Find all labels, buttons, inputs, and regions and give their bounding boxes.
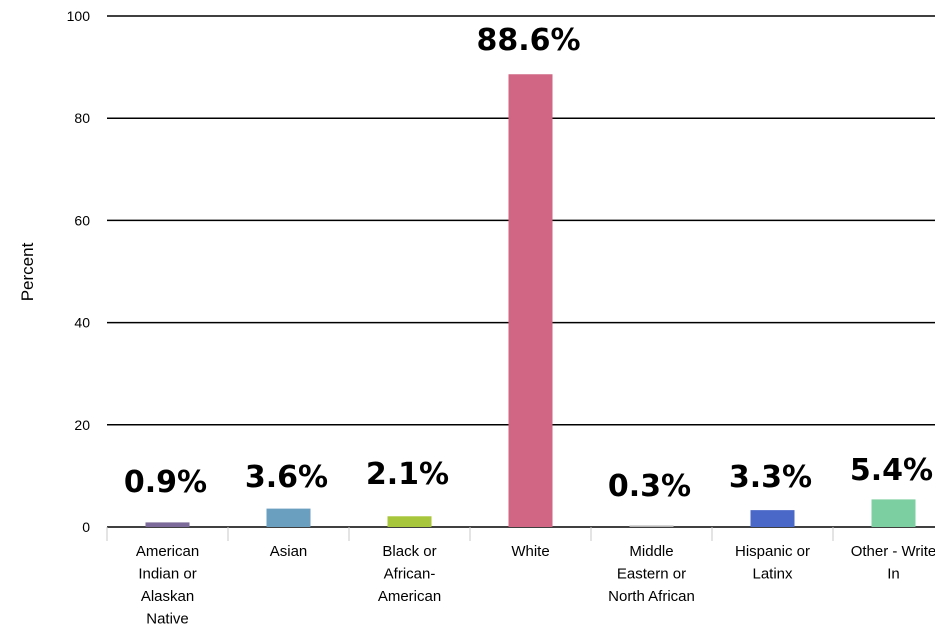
x-axis-labels: American Indian or Alaskan Native Asian Black…	[136, 543, 935, 628]
y-tick-label: 0	[82, 519, 90, 535]
bars	[145, 74, 916, 527]
bar	[145, 522, 190, 527]
bar	[629, 525, 674, 527]
x-tick-label: Other - Write In	[851, 543, 935, 583]
data-label: 3.3%	[729, 460, 812, 495]
x-axis	[106, 526, 935, 541]
data-labels: 0.9% 3.6% 2.1% 88.6% 0.3% 3.3% 5.4%	[124, 23, 933, 504]
bar	[750, 510, 795, 527]
x-tick-label: Hispanic or Latinx	[735, 543, 810, 583]
x-tick-label: Asian	[270, 543, 308, 560]
y-tick-label: 100	[67, 8, 91, 24]
y-tick-label: 20	[74, 417, 90, 433]
bar	[508, 74, 553, 527]
data-label: 88.6%	[476, 23, 580, 58]
x-tick-label: Middle Eastern or North African	[608, 543, 695, 605]
y-tick-label: 60	[74, 212, 90, 228]
data-label: 0.3%	[608, 469, 691, 504]
x-tick-label: American Indian or Alaskan Native	[136, 543, 199, 628]
data-label: 2.1%	[366, 457, 449, 492]
bar	[871, 499, 916, 527]
bar	[266, 508, 311, 527]
bar	[387, 516, 432, 527]
x-tick-label: Black or African-American	[378, 543, 441, 605]
y-tick-label: 80	[74, 110, 90, 126]
data-label: 5.4%	[850, 453, 933, 488]
data-label: 3.6%	[245, 460, 328, 495]
y-axis-title: Percent	[18, 242, 37, 301]
y-tick-label: 40	[74, 315, 90, 331]
x-tick-label: White	[511, 543, 549, 560]
data-label: 0.9%	[124, 465, 207, 500]
y-axis-ticks: 0 20 40 60 80 100	[67, 8, 91, 535]
